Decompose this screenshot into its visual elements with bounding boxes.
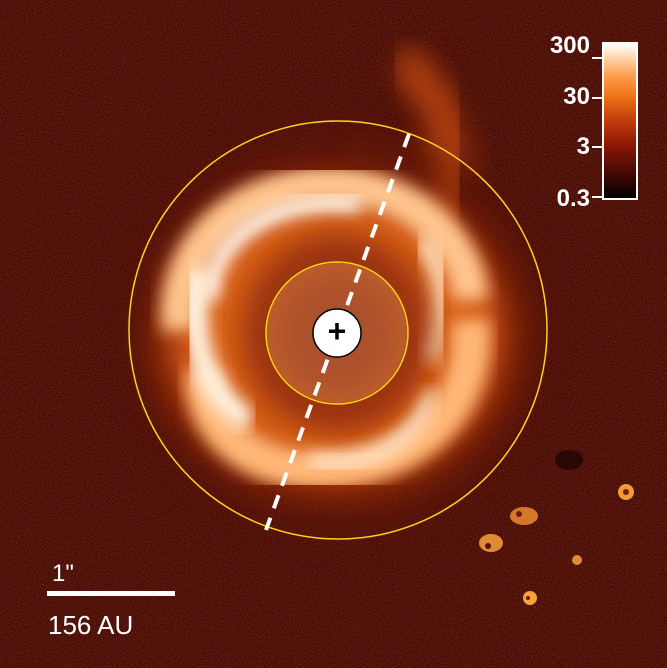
- colorbar-label-0-3: 0.3: [556, 185, 590, 212]
- colorbar-label-30: 30: [563, 83, 590, 110]
- star-position-marker: +: [327, 313, 347, 349]
- colorbar-tick: [592, 196, 602, 198]
- outer-circle-outline: [128, 120, 548, 540]
- north-spiral-arm: [161, 166, 488, 332]
- scalebar-angular-label: 1": [52, 560, 74, 587]
- colorbar-label-3: 3: [576, 133, 590, 160]
- coronagraph-mask: [312, 308, 362, 358]
- colorbar-tick: [592, 97, 602, 99]
- scalebar-line: [47, 591, 175, 596]
- scalebar-physical-label: 156 AU: [48, 610, 134, 640]
- background-sources: [479, 450, 634, 605]
- colorbar: [602, 42, 638, 200]
- inner-circle-outline: [265, 261, 409, 405]
- colorbar-tick: [592, 146, 602, 148]
- colorbar-label-300: 300: [549, 32, 590, 59]
- colorbar-tick: [592, 57, 602, 59]
